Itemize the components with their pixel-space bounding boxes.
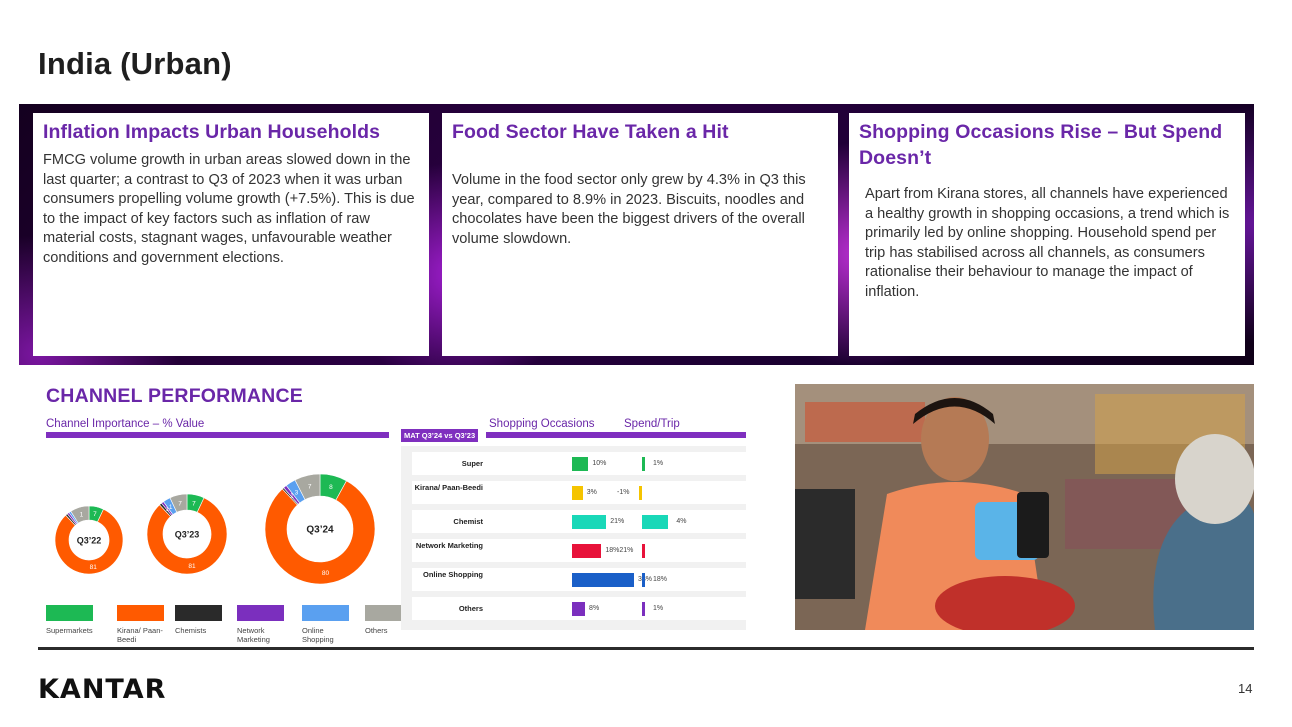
legend-label: Kirana/ Paan-Beedi — [117, 626, 163, 644]
occasions-bar — [572, 486, 583, 500]
channel-row-label: Online Shopping — [423, 570, 483, 579]
insight-card-shopping-occasions: Shopping Occasions Rise – But Spend Does… — [849, 113, 1245, 356]
occasions-value-label: 38% — [638, 576, 653, 583]
occasions-value-label: 8% — [589, 605, 600, 612]
page-number: 14 — [1238, 681, 1253, 696]
shop-counter-illustration — [795, 384, 1254, 630]
donut-value-label: 7 — [192, 500, 196, 507]
donut-slice-others — [70, 505, 90, 524]
legend-supermarkets: Supermarkets — [46, 605, 96, 635]
donut-value-label: 1 — [290, 493, 294, 500]
donut-value-label: 1 — [80, 512, 84, 519]
legend-label: Network Marketing — [237, 626, 270, 644]
card-title: Food Sector Have Taken a Hit — [452, 121, 729, 143]
occasions-bar — [572, 602, 586, 616]
spend-value-label: 1% — [653, 460, 664, 467]
donut-period-label: Q3’24 — [306, 525, 334, 536]
legend-label: Online Shopping — [302, 626, 334, 644]
legend-label: Others — [365, 626, 388, 635]
donut-value-label: 8 — [329, 484, 333, 491]
channel-growth-panel: Super 10% 1% Kirana/ Paan-Beedi 3% -1% Chemist… — [401, 446, 746, 630]
spend-bar — [642, 457, 645, 471]
occasions-bar — [572, 515, 607, 529]
legend-swatch — [237, 605, 284, 621]
donut-value-label: 81 — [188, 563, 196, 570]
spend-bar — [639, 486, 642, 500]
spend-value-label: 18% — [653, 576, 668, 583]
legend-chemists: Chemists — [175, 605, 225, 635]
legend-network-marketing: Network Marketing — [237, 605, 287, 644]
spend-value-label: 4% — [676, 518, 687, 525]
donut-slice-others — [169, 493, 188, 513]
spend-value-label: 1% — [653, 605, 664, 612]
card-body: Volume in the food sector only grew by 4… — [452, 172, 806, 247]
card-body: FMCG volume growth in urban areas slowed… — [43, 152, 415, 266]
donut-value-label: 3 — [295, 489, 299, 496]
channel-row-label: Chemist — [453, 517, 483, 526]
legend-label: Supermarkets — [46, 626, 93, 635]
occasions-value-label: 18%21% — [605, 547, 634, 554]
donut-period-label: Q3’22 — [77, 536, 102, 546]
donut-value-label: 7 — [93, 511, 97, 518]
channel-row-label: Kirana/ Paan-Beedi — [414, 483, 483, 492]
shopping-occasions-label: Shopping Occasions — [489, 418, 595, 430]
occasions-value-label: 3% — [586, 489, 597, 496]
channel-row-label: Super — [461, 459, 483, 468]
legend-swatch — [365, 605, 412, 621]
card-title: Shopping Occasions Rise – But Spend Does… — [859, 121, 1223, 169]
donut-value-label: 1 — [169, 504, 173, 511]
occasions-value-label: 10% — [592, 460, 607, 467]
insight-card-food-sector: Food Sector Have Taken a Hit Volume in t… — [442, 113, 838, 356]
donut-value-label: 81 — [90, 564, 98, 571]
occasions-bar — [572, 457, 589, 471]
donut-slice-kirana — [146, 497, 228, 575]
spend-bar — [642, 573, 645, 587]
footer-divider — [38, 647, 1254, 650]
spend-bar — [642, 544, 645, 558]
insight-card-inflation: Inflation Impacts Urban Households FMCG … — [33, 113, 429, 356]
channel-performance-title: CHANNEL PERFORMANCE — [46, 385, 303, 407]
occasions-bar — [572, 544, 602, 558]
legend-swatch — [175, 605, 222, 621]
card-title: Inflation Impacts Urban Households — [43, 121, 381, 143]
occasions-underline — [486, 432, 746, 438]
donut-slice-others — [294, 473, 321, 501]
legend-online-shopping: Online Shopping — [302, 605, 352, 644]
spend-value-label: -1% — [617, 489, 630, 496]
legend-swatch — [117, 605, 164, 621]
importance-underline — [46, 432, 389, 438]
mat-period-tag: MAT Q3’24 vs Q3’23 — [401, 429, 479, 442]
legend-swatch — [302, 605, 349, 621]
shopkeeper-photo — [795, 384, 1254, 630]
card-body: Apart from Kirana stores, all channels h… — [865, 186, 1230, 300]
donut-value-label: 1 — [166, 506, 170, 513]
legend-swatch — [46, 605, 93, 621]
channel-row-label: Others — [458, 604, 483, 613]
donut-period-label: Q3’23 — [175, 530, 200, 540]
donut-value-label: 7 — [308, 484, 312, 491]
page-title: India (Urban) — [38, 46, 232, 81]
channel-importance-label: Channel Importance – % Value — [46, 418, 205, 430]
occasions-value-label: 21% — [610, 518, 625, 525]
channel-row-label: Network Marketing — [415, 541, 483, 550]
occasions-bar — [572, 573, 634, 587]
donut-slice-kirana — [54, 508, 124, 575]
donut-value-label: 7 — [178, 500, 182, 507]
spend-bar — [642, 602, 645, 616]
donut-slice-kirana — [264, 480, 376, 585]
legend-others: Others — [365, 605, 415, 635]
spend-per-trip-label: Spend/Trip — [624, 418, 680, 430]
legend-kirana: Kirana/ Paan-Beedi — [117, 605, 167, 644]
spend-bar — [642, 515, 669, 529]
kantar-logo: KANTAR — [38, 674, 167, 705]
donut-value-label: 80 — [322, 570, 330, 577]
legend-label: Chemists — [175, 626, 207, 635]
